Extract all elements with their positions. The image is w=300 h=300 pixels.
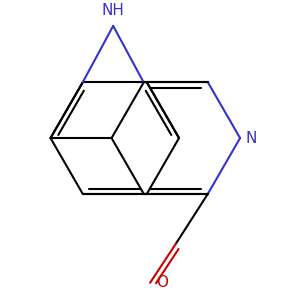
Text: O: O — [156, 275, 168, 290]
Text: N: N — [246, 130, 257, 146]
Text: NH: NH — [102, 3, 124, 18]
